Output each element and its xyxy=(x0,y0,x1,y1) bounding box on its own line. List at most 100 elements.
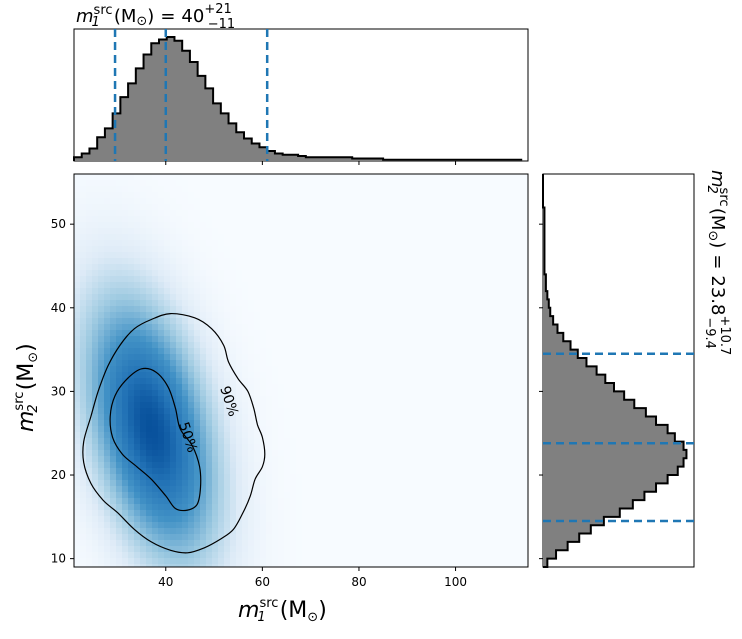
heatmap-cell xyxy=(374,342,381,349)
heatmap-cell xyxy=(434,306,441,313)
heatmap-cell xyxy=(146,234,153,241)
heatmap-cell xyxy=(278,276,285,283)
heatmap-cell xyxy=(242,456,249,463)
heatmap-cell xyxy=(392,456,399,463)
heatmap-cell xyxy=(224,390,231,397)
heatmap-cell xyxy=(158,528,165,535)
heatmap-cell xyxy=(320,318,327,325)
heatmap-cell xyxy=(524,288,528,295)
heatmap-cell xyxy=(206,216,213,223)
heatmap-cell xyxy=(164,414,171,421)
heatmap-cell xyxy=(332,420,339,427)
heatmap-cell xyxy=(488,342,495,349)
heatmap-cell xyxy=(326,240,333,247)
heatmap-cell xyxy=(488,522,495,529)
heatmap-cell xyxy=(128,306,135,313)
heatmap-cell xyxy=(134,408,141,415)
heatmap-cell xyxy=(320,210,327,217)
heatmap-cell xyxy=(290,282,297,289)
heatmap-cell xyxy=(422,342,429,349)
heatmap-cell xyxy=(110,186,117,193)
heatmap-cell xyxy=(212,354,219,361)
heatmap-cell xyxy=(464,378,471,385)
heatmap-cell xyxy=(428,252,435,259)
heatmap-cell xyxy=(320,258,327,265)
heatmap-cell xyxy=(410,282,417,289)
heatmap-cell xyxy=(206,252,213,259)
heatmap-cell xyxy=(158,378,165,385)
heatmap-cell xyxy=(428,306,435,313)
heatmap-cell xyxy=(74,546,81,553)
heatmap-cell xyxy=(110,294,117,301)
heatmap-cell xyxy=(296,330,303,337)
heatmap-cell xyxy=(302,474,309,481)
heatmap-cell xyxy=(248,354,255,361)
heatmap-cell xyxy=(194,282,201,289)
heatmap-cell xyxy=(344,228,351,235)
heatmap-cell xyxy=(152,348,159,355)
heatmap-cell xyxy=(368,276,375,283)
heatmap-cell xyxy=(332,462,339,469)
heatmap-cell xyxy=(296,336,303,343)
heatmap-cell xyxy=(296,480,303,487)
heatmap-cell xyxy=(212,546,219,553)
heatmap-cell xyxy=(98,300,105,307)
heatmap-cell xyxy=(488,534,495,541)
heatmap-cell xyxy=(314,522,321,529)
heatmap-cell xyxy=(446,222,453,229)
heatmap-cell xyxy=(230,192,237,199)
heatmap-cell xyxy=(368,528,375,535)
heatmap-cell xyxy=(80,258,87,265)
heatmap-cell xyxy=(260,222,267,229)
heatmap-cell xyxy=(254,252,261,259)
heatmap-cell xyxy=(326,300,333,307)
heatmap-cell xyxy=(176,282,183,289)
heatmap-cell xyxy=(128,270,135,277)
heatmap-cell xyxy=(254,498,261,505)
heatmap-cell xyxy=(308,336,315,343)
heatmap-cell xyxy=(380,516,387,523)
heatmap-cell xyxy=(404,360,411,367)
heatmap-cell xyxy=(230,258,237,265)
heatmap-cell xyxy=(116,330,123,337)
heatmap-cell xyxy=(296,246,303,253)
heatmap-cell xyxy=(476,396,483,403)
heatmap-cell xyxy=(380,210,387,217)
heatmap-cell xyxy=(104,390,111,397)
heatmap-cell xyxy=(218,552,225,559)
heatmap-cell xyxy=(218,204,225,211)
heatmap-cell xyxy=(206,270,213,277)
heatmap-cell xyxy=(350,342,357,349)
heatmap-cell xyxy=(416,384,423,391)
heatmap-cell xyxy=(98,246,105,253)
heatmap-cell xyxy=(266,330,273,337)
heatmap-cell xyxy=(362,258,369,265)
heatmap-cell xyxy=(242,516,249,523)
heatmap-cell xyxy=(164,276,171,283)
heatmap-cell xyxy=(404,216,411,223)
heatmap-cell xyxy=(350,438,357,445)
heatmap-cell xyxy=(182,264,189,271)
heatmap-cell xyxy=(398,192,405,199)
heatmap-cell xyxy=(254,438,261,445)
heatmap-cell xyxy=(470,468,477,475)
heatmap-cell xyxy=(266,294,273,301)
heatmap-cell xyxy=(218,198,225,205)
heatmap-cell xyxy=(302,510,309,517)
heatmap-cell xyxy=(230,432,237,439)
heatmap-cell xyxy=(494,276,501,283)
heatmap-cell xyxy=(296,486,303,493)
heatmap-cell xyxy=(110,480,117,487)
heatmap-cell xyxy=(98,234,105,241)
heatmap-cell xyxy=(236,432,243,439)
heatmap-cell xyxy=(134,462,141,469)
heatmap-cell xyxy=(332,534,339,541)
heatmap-cell xyxy=(218,510,225,517)
heatmap-cell xyxy=(356,276,363,283)
heatmap-cell xyxy=(434,516,441,523)
heatmap-cell xyxy=(236,534,243,541)
heatmap-cell xyxy=(266,558,273,565)
heatmap-cell xyxy=(92,516,99,523)
heatmap-cell xyxy=(380,360,387,367)
